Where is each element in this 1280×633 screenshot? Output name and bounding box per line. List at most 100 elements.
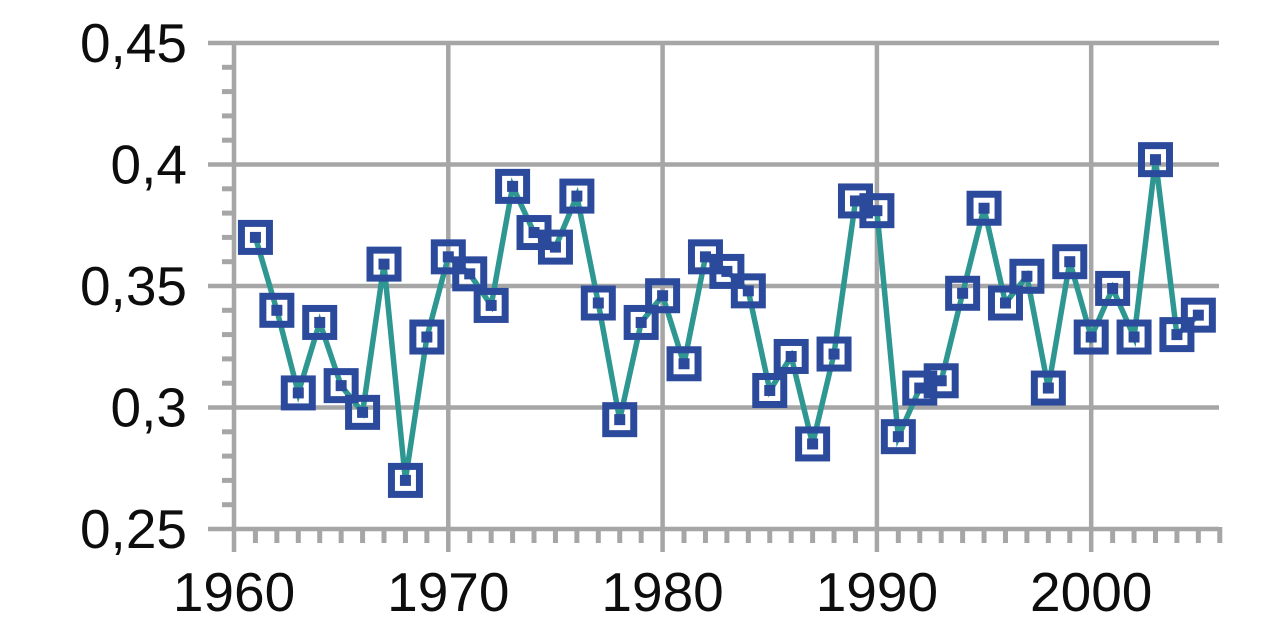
marker-center-dot [635,316,647,328]
marker-outline [730,273,766,309]
data-point-marker [1030,370,1066,406]
marker-outline [580,285,616,321]
data-point-marker [409,319,445,355]
marker-outline [1095,270,1131,306]
y-tick-label: 0,25 [80,498,187,560]
marker-center-dot [1085,331,1097,343]
marker-center-dot [699,251,711,263]
marker-center-dot [785,350,797,362]
marker-center-dot [849,195,861,207]
data-point-marker [452,256,488,292]
data-markers [237,142,1216,498]
data-point-marker [752,372,788,408]
data-point-marker [645,278,681,314]
marker-center-dot [678,358,690,370]
data-point-marker [1073,319,1109,355]
marker-center-dot [485,299,497,311]
data-point-marker [1159,317,1195,353]
data-series [252,159,1201,481]
data-point-marker [795,426,831,462]
marker-outline [623,304,659,340]
marker-center-dot [378,258,390,270]
marker-outline [1116,319,1152,355]
marker-center-dot [1064,256,1076,268]
marker-outline [666,346,702,382]
marker-center-dot [292,387,304,399]
marker-center-dot [571,190,583,202]
marker-outline [880,419,916,455]
x-tick-label: 1960 [173,561,295,623]
marker-center-dot [335,380,347,392]
marker-outline [237,219,273,255]
marker-outline [1052,244,1088,280]
marker-outline [987,285,1023,321]
marker-center-dot [399,474,411,486]
data-point-marker [387,462,423,498]
marker-center-dot [1192,309,1204,321]
data-point-marker [816,336,852,372]
data-point-marker [323,368,359,404]
marker-center-dot [871,205,883,217]
marker-center-dot [357,406,369,418]
marker-outline [1030,370,1066,406]
data-point-marker [709,253,745,289]
marker-outline [816,336,852,372]
marker-center-dot [528,227,540,239]
marker-outline [945,275,981,311]
marker-center-dot [421,331,433,343]
data-point-marker [730,273,766,309]
marker-center-dot [314,316,326,328]
marker-outline [280,375,316,411]
data-point-marker [945,275,981,311]
marker-outline [323,368,359,404]
x-tick-label: 1990 [816,561,938,623]
marker-center-dot [764,384,776,396]
data-point-marker [859,193,895,229]
marker-outline [1073,319,1109,355]
marker-center-dot [1042,382,1054,394]
data-point-marker [880,419,916,455]
marker-outline [837,183,873,219]
marker-outline [345,394,381,430]
y-tick-label: 0,45 [80,12,187,74]
data-point-marker [602,402,638,438]
data-point-marker [495,168,531,204]
data-point-marker [473,287,509,323]
data-point-marker [537,229,573,265]
marker-center-dot [507,180,519,192]
data-point-marker [966,190,1002,226]
marker-outline [1137,142,1173,178]
marker-center-dot [957,287,969,299]
data-point-marker [580,285,616,321]
marker-center-dot [1021,270,1033,282]
data-point-marker [366,246,402,282]
marker-outline [473,287,509,323]
marker-outline [709,253,745,289]
marker-outline [645,278,681,314]
marker-outline [1009,258,1045,294]
marker-outline [795,426,831,462]
marker-center-dot [892,431,904,443]
data-point-marker [1052,244,1088,280]
marker-outline [537,229,573,265]
y-axis-labels: 0,25 0,3 0,35 0,4 0,45 [80,12,187,560]
y-tick-label: 0,4 [111,134,187,196]
marker-center-dot [442,251,454,263]
data-point-marker [345,394,381,430]
marker-center-dot [999,297,1011,309]
marker-center-dot [657,290,669,302]
marker-outline [966,190,1002,226]
marker-outline [387,462,423,498]
data-point-marker [1180,297,1216,333]
marker-center-dot [828,348,840,360]
marker-center-dot [592,297,604,309]
marker-center-dot [1149,154,1161,166]
marker-center-dot [1171,329,1183,341]
data-point-marker [1095,270,1131,306]
marker-center-dot [807,438,819,450]
marker-center-dot [549,241,561,253]
data-point-marker [280,375,316,411]
y-tick-label: 0,35 [80,255,187,317]
